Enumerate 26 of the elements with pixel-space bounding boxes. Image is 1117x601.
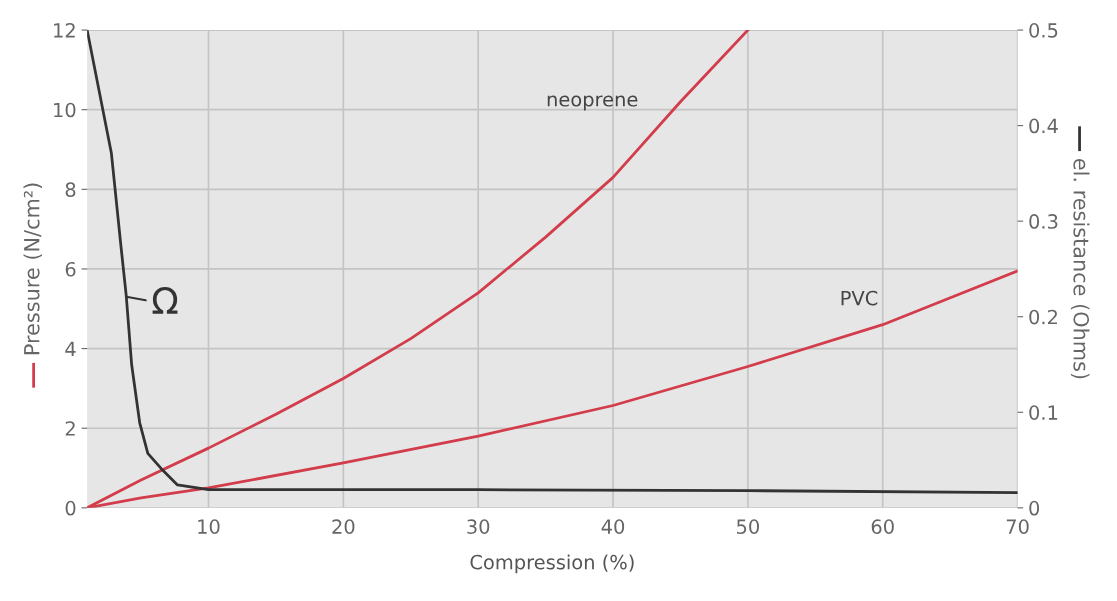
series-label: neoprene bbox=[547, 95, 638, 111]
series-label: PVC bbox=[841, 290, 878, 306]
x-tick-label: 70 bbox=[1006, 519, 1029, 535]
y2-tick-label: 0.2 bbox=[1029, 309, 1057, 325]
y2-tick-label: 0.3 bbox=[1029, 214, 1058, 229]
x-tick-label: 40 bbox=[601, 519, 625, 535]
x-tick-label: 50 bbox=[737, 519, 759, 535]
y-tick-label: 2 bbox=[65, 421, 75, 436]
y2-tick-label: 0.1 bbox=[1029, 405, 1058, 420]
x-tick-label: 60 bbox=[871, 519, 894, 535]
y-tick-label: 6 bbox=[65, 261, 76, 277]
y-tick-label: 8 bbox=[65, 182, 76, 197]
x-axis-title: Compression (%) bbox=[470, 554, 634, 574]
x-tick-label: 30 bbox=[467, 519, 490, 535]
y-tick-label: 12 bbox=[54, 23, 75, 38]
x-tick-label: 20 bbox=[332, 519, 355, 535]
x-tick-label: 10 bbox=[198, 519, 220, 535]
y-tick-label: 4 bbox=[65, 341, 76, 356]
y2-tick-label: 0 bbox=[1029, 500, 1040, 516]
y2-axis-title: el. resistance (Ohms) bbox=[1070, 158, 1090, 379]
y-axis-title: Pressure (N/cm²) bbox=[23, 183, 43, 355]
y2-tick-label: 0.4 bbox=[1029, 118, 1058, 134]
y-tick-label: 10 bbox=[54, 102, 76, 118]
y-tick-label: 0 bbox=[65, 500, 76, 516]
annotation: Ω bbox=[152, 287, 178, 314]
y2-tick-label: 0.5 bbox=[1029, 23, 1058, 38]
